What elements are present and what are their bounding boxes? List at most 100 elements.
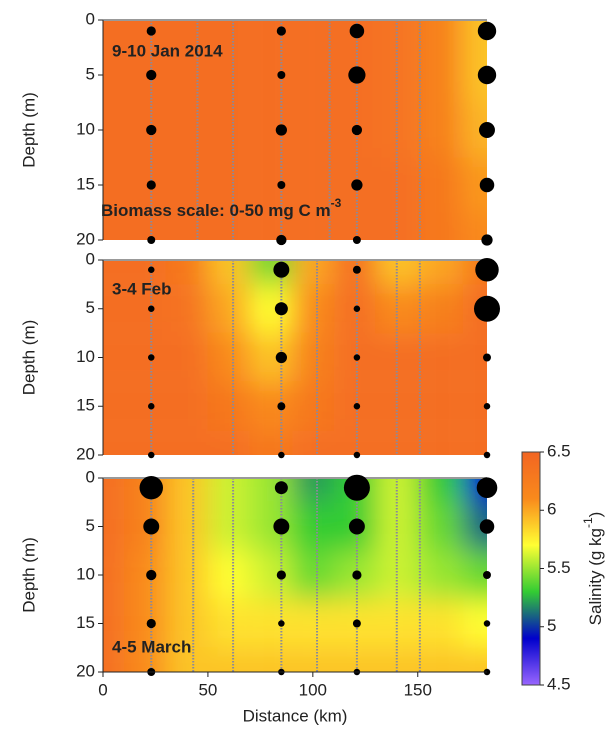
salinity-cell — [417, 599, 463, 648]
salinity-cell — [462, 550, 487, 600]
salinity-cell — [165, 381, 208, 431]
y-axis-label: Depth (m) — [19, 92, 38, 168]
y-tick-label: 20 — [76, 661, 95, 680]
salinity-cell — [165, 102, 208, 158]
salinity-cell — [417, 478, 463, 503]
salinity-cell — [165, 502, 208, 551]
biomass-bubble — [278, 620, 285, 627]
biomass-bubble — [277, 71, 286, 79]
colorbar-tick-label: 5.5 — [547, 558, 571, 577]
salinity-cell — [123, 550, 166, 600]
biomass-bubble — [477, 65, 497, 85]
salinity-cell — [291, 599, 334, 648]
biomass-bubble — [275, 124, 287, 136]
y-tick-label: 10 — [76, 119, 95, 138]
salinity-cell — [103, 647, 124, 672]
salinity-cell — [103, 478, 124, 503]
biomass-bubble — [352, 619, 361, 628]
salinity-cell — [207, 333, 250, 382]
biomass-bubble — [352, 265, 361, 274]
salinity-cell — [207, 47, 250, 103]
salinity-cell — [462, 157, 487, 213]
salinity-cell — [207, 260, 250, 285]
y-axis-label: Depth (m) — [19, 537, 38, 613]
salinity-cell — [462, 647, 487, 672]
salinity-cell — [123, 599, 166, 648]
salinity-cell — [165, 260, 208, 285]
salinity-cell — [165, 430, 208, 455]
y-tick-label: 0 — [86, 249, 95, 268]
biomass-bubble — [148, 266, 155, 274]
y-tick-label: 15 — [76, 396, 95, 415]
biomass-bubble — [351, 179, 363, 191]
biomass-bubble — [477, 21, 497, 41]
salinity-cell — [291, 550, 334, 600]
biomass-bubble — [473, 295, 501, 322]
y-tick-label: 0 — [86, 9, 95, 28]
salinity-cell — [207, 430, 250, 455]
salinity-cell — [123, 430, 166, 455]
salinity-cell — [462, 502, 487, 551]
salinity-cell — [165, 284, 208, 334]
salinity-cell — [165, 478, 208, 503]
heatmap-cells — [103, 260, 487, 455]
biomass-bubble — [148, 354, 155, 361]
salinity-cell — [103, 20, 124, 48]
salinity-cell — [291, 478, 334, 503]
salinity-cell — [417, 333, 463, 382]
salinity-cell — [207, 284, 250, 334]
salinity-cell — [207, 647, 250, 672]
salinity-cell — [291, 284, 334, 334]
salinity-cell — [249, 20, 292, 48]
biomass-bubble — [483, 451, 491, 459]
heatmap-cells — [103, 20, 487, 240]
biomass-bubble — [277, 181, 286, 189]
biomass-bubble — [481, 234, 493, 246]
colorbar-tick-label: 6.5 — [547, 441, 571, 460]
salinity-cell — [123, 47, 166, 103]
salinity-cell — [123, 647, 166, 672]
biomass-bubble — [353, 354, 361, 361]
salinity-cell — [103, 284, 124, 334]
salinity-cell — [123, 212, 166, 240]
salinity-cell — [103, 47, 124, 103]
salinity-cell — [417, 430, 463, 455]
salinity-cell — [462, 381, 487, 431]
salinity-cell — [165, 333, 208, 382]
y-tick-label: 10 — [76, 347, 95, 366]
salinity-cell — [165, 157, 208, 213]
salinity-cell — [291, 47, 334, 103]
salinity-cell — [417, 550, 463, 600]
biomass-bubble — [476, 477, 498, 498]
salinity-cell — [291, 381, 334, 431]
heatmap — [103, 260, 487, 455]
salinity-cell — [249, 599, 292, 648]
colorbar-label-end: ) — [586, 512, 605, 518]
biomass-bubble — [479, 519, 495, 534]
biomass-bubble — [146, 180, 156, 190]
biomass-bubble — [148, 451, 155, 459]
salinity-cell — [123, 260, 166, 285]
salinity-cell — [291, 212, 334, 240]
heatmap — [103, 20, 487, 240]
salinity-cell — [333, 20, 376, 48]
salinity-cell — [417, 381, 463, 431]
salinity-cell — [103, 260, 124, 285]
y-tick-label: 10 — [76, 564, 95, 583]
colorbar-label: Salinity (g kg-1) — [581, 512, 605, 626]
salinity-cell — [103, 157, 124, 213]
y-tick-label: 5 — [86, 64, 95, 83]
colorbar-tick-label: 5 — [547, 616, 556, 635]
salinity-cell — [165, 550, 208, 600]
salinity-cell — [207, 381, 250, 431]
colorbar-label-sup: -1 — [581, 517, 595, 528]
salinity-cell — [249, 430, 292, 455]
x-tick-label: 0 — [98, 680, 107, 699]
biomass-bubble — [479, 122, 495, 138]
salinity-cell — [207, 550, 250, 600]
biomass-bubble — [276, 26, 286, 36]
panel-title: 4-5 March — [112, 637, 191, 656]
biomass-bubble — [147, 236, 156, 244]
salinity-cell — [207, 502, 250, 551]
